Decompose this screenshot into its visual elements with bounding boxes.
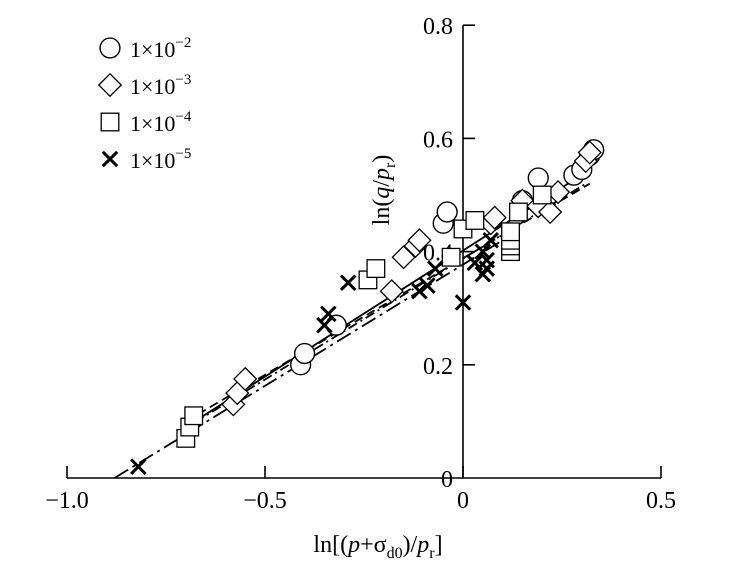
y-axis-title: ln(q/pr) <box>369 155 399 226</box>
x-tick-label: 0.5 <box>646 488 676 514</box>
data-point-x <box>339 274 357 291</box>
data-point-diamond <box>482 205 507 230</box>
data-point-circle <box>293 342 316 365</box>
series-diamond <box>221 140 602 417</box>
y-tick-label: 0.6 <box>423 127 453 153</box>
x-tick-label: −0.5 <box>243 488 287 514</box>
data-point-x <box>320 305 337 323</box>
data-points <box>130 139 605 475</box>
data-point-x <box>427 260 444 277</box>
fit-line-long-dash-dot <box>114 239 504 479</box>
legend: 1×10−2 1×10−3 1×10−4 1×10−5 <box>97 35 192 173</box>
data-point-diamond <box>577 140 602 165</box>
data-point-x <box>466 254 484 272</box>
series-square <box>176 185 552 448</box>
data-point-diamond <box>233 366 258 392</box>
data-point-square <box>366 259 386 279</box>
data-point-square <box>508 202 528 222</box>
data-point-square <box>532 185 552 205</box>
legend-label: 1×10−2 <box>130 35 191 62</box>
data-point-diamond <box>407 228 432 253</box>
x-tick-label: −1.0 <box>45 488 89 514</box>
data-point-diamond <box>379 279 404 304</box>
y-tick-label: 0 <box>441 467 453 493</box>
data-point-square <box>441 247 461 267</box>
data-point-x <box>411 282 428 300</box>
data-point-x <box>482 232 499 249</box>
legend-marker-diamond <box>97 72 123 98</box>
legend-label: 1×10−3 <box>130 72 191 99</box>
legend-label: 1×10−5 <box>130 146 191 173</box>
legend-label: 1×10−4 <box>130 109 192 136</box>
data-point-x <box>478 251 496 269</box>
y-tick-label: 0.8 <box>423 14 453 40</box>
data-point-square <box>184 406 204 426</box>
data-point-x <box>474 243 492 260</box>
legend-marker-square <box>100 112 120 132</box>
data-point-x <box>316 316 333 334</box>
data-point-x <box>419 277 436 294</box>
data-point-square <box>465 211 485 230</box>
y-tick-label: 0.2 <box>423 354 453 380</box>
series-x <box>130 232 499 475</box>
data-point-x <box>130 458 147 475</box>
axes: −1.0 −0.5 0 0.500.20.40.60.8ln[(p+σd0)/pr]l… <box>45 14 676 562</box>
data-point-circle <box>527 167 549 189</box>
data-point-circle <box>436 201 458 223</box>
legend-marker-x <box>101 150 119 168</box>
data-point-x <box>454 294 472 311</box>
x-tick-label: 0 <box>457 488 469 514</box>
x-axis-title: ln[(p+σd0)/pr] <box>313 532 442 562</box>
data-point-diamond <box>538 199 563 225</box>
legend-marker-circle <box>99 37 121 59</box>
data-point-square <box>501 222 520 242</box>
